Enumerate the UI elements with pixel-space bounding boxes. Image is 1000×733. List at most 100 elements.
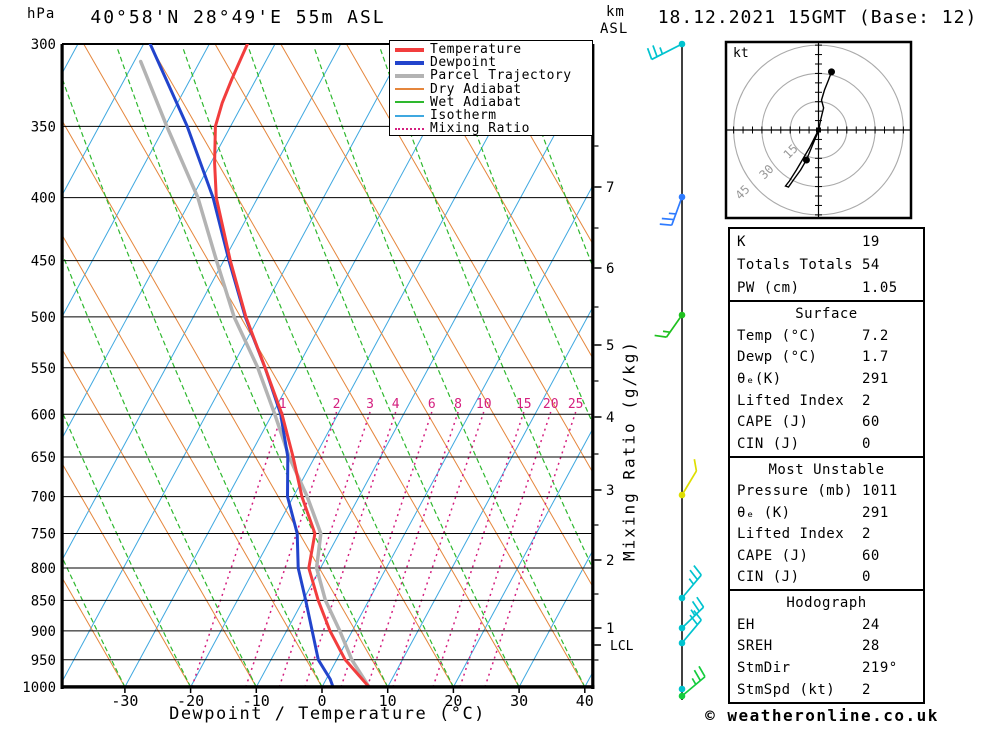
panel-row: CIN (J) 0	[730, 569, 923, 585]
panel-row-value: 28	[862, 638, 880, 655]
temperature-curve	[213, 44, 371, 687]
svg-text:450: 450	[31, 254, 56, 270]
wind-barb	[678, 665, 706, 700]
panel-surface: Surface Temp (°C) 7.2 Dewp (°C) 1.7 θₑ(K) 291 L…	[728, 300, 925, 458]
svg-text:20: 20	[543, 397, 559, 412]
run-title: 18.12.2021 15GMT (Base: 12)	[657, 7, 978, 28]
panel-row-label: K	[737, 233, 746, 250]
wind-barb	[646, 40, 686, 61]
panel-title: Surface	[795, 305, 858, 322]
svg-text:1000: 1000	[22, 680, 56, 696]
legend-item-label: Dewpoint	[430, 55, 497, 71]
wet-adiabats	[62, 46, 593, 687]
legend-line-sample	[395, 47, 424, 52]
legend-line-sample	[395, 88, 424, 91]
panel-title: Hodograph	[786, 594, 867, 611]
panel-row-label: Totals Totals	[737, 256, 854, 273]
legend-item: Temperature	[390, 42, 592, 58]
svg-text:25: 25	[568, 397, 584, 412]
panel-row-label: Temp (°C)	[737, 327, 818, 344]
svg-text:950: 950	[31, 653, 56, 669]
svg-text:6: 6	[606, 261, 614, 277]
panel-row: θₑ(K) 291	[730, 371, 923, 387]
panel-row: PW (cm) 1.05	[730, 280, 923, 296]
panel-row: StmSpd (kt) 2	[730, 682, 923, 698]
wind-level-dot	[678, 685, 686, 693]
hodograph-origin-marker	[816, 127, 821, 133]
panel-row-value: 1.7	[862, 349, 889, 366]
panel-row: K 19	[730, 234, 923, 250]
station-title: 40°58'N 28°49'E 55m ASL	[90, 7, 386, 28]
svg-text:500: 500	[31, 310, 56, 326]
panel-row: Totals Totals 54	[730, 257, 923, 273]
legend: Temperature Dewpoint Parcel Trajectory Dry …	[389, 40, 593, 136]
wind-barb	[654, 311, 686, 338]
svg-text:30: 30	[510, 692, 528, 710]
footer-credit: © weatheronline.co.uk	[705, 706, 939, 725]
panel-row-label: θₑ (K)	[737, 504, 791, 521]
wind-barb-column	[646, 40, 706, 700]
x-axis-title: Dewpoint / Temperature (°C)	[169, 704, 486, 724]
legend-line-sample	[395, 73, 424, 78]
panel-row: CAPE (J) 60	[730, 548, 923, 564]
plot-background	[62, 44, 593, 687]
legend-line-sample	[395, 127, 424, 130]
panel-row-value: 291	[862, 504, 889, 521]
panel-row-label: EH	[737, 616, 755, 633]
svg-text:3: 3	[366, 397, 374, 412]
legend-item: Dewpoint	[390, 55, 592, 71]
legend-item-label: Parcel Trajectory	[430, 68, 572, 84]
isotherms	[62, 44, 593, 687]
panel-indices: K 19 Totals Totals 54 PW (cm) 1.05	[728, 227, 925, 302]
svg-text:400: 400	[31, 191, 56, 207]
svg-text:550: 550	[31, 361, 56, 377]
panel-row-value: 19	[862, 233, 880, 250]
panel-row-label: Dewp (°C)	[737, 349, 818, 366]
panel-row: CIN (J) 0	[730, 436, 923, 452]
panel-row-value: 2	[862, 526, 871, 543]
panel-row-value: 60	[862, 414, 880, 431]
svg-text:5: 5	[606, 338, 614, 354]
panel-row-value: 60	[862, 547, 880, 564]
dewpoint-curve	[148, 44, 335, 687]
panel-row: StmDir 219°	[730, 660, 923, 676]
legend-item-label: Temperature	[430, 42, 522, 58]
svg-text:2: 2	[606, 553, 614, 569]
svg-text:40: 40	[576, 692, 594, 710]
wind-barb	[678, 565, 702, 602]
legend-line-sample	[395, 101, 424, 104]
panel-row-value: 0	[862, 569, 871, 586]
mixing-ratio-labels: 1 2 3 4 6 8 10 15 20 25	[279, 397, 584, 412]
svg-text:600: 600	[31, 407, 56, 423]
x-axis-ticks: -30 -20 -10 0 10 20 30 40	[111, 688, 594, 710]
height-unit-asl-label: ASL	[600, 21, 629, 37]
svg-text:10: 10	[379, 692, 397, 710]
panel-hodograph: Hodograph EH 24 SREH 28 StmDir 219° StmSpd (kt)…	[728, 589, 925, 704]
hodograph-dot	[802, 156, 810, 164]
panel-row-value: 7.2	[862, 327, 889, 344]
svg-text:-10: -10	[243, 692, 270, 710]
wind-barb	[659, 193, 686, 227]
panel-most-unstable: Most Unstable Pressure (mb) 1011 θₑ (K) 291 L…	[728, 456, 925, 591]
panel-row-label: SREH	[737, 638, 773, 655]
panel-row: Lifted Index 2	[730, 393, 923, 409]
svg-text:800: 800	[31, 561, 56, 577]
pressure-unit-label: hPa	[27, 6, 56, 22]
lcl-label: LCL	[610, 639, 634, 654]
plot-frame	[60, 44, 595, 689]
legend-item-label: Wet Adiabat	[430, 94, 522, 110]
legend-item-label: Dry Adiabat	[430, 81, 522, 97]
svg-text:15: 15	[516, 397, 532, 412]
svg-text:10: 10	[476, 397, 492, 412]
height-axis: 1 2 3 4 5 6 7 LCL	[594, 145, 634, 661]
svg-text:-20: -20	[177, 692, 204, 710]
svg-text:900: 900	[31, 624, 56, 640]
panel-row-value: 219°	[862, 660, 898, 677]
svg-text:700: 700	[31, 490, 56, 506]
panel-row-value: 1.05	[862, 279, 898, 296]
svg-text:20: 20	[444, 692, 462, 710]
hodograph-unit-label: kt	[733, 46, 749, 61]
panel-row-value: 24	[862, 616, 880, 633]
